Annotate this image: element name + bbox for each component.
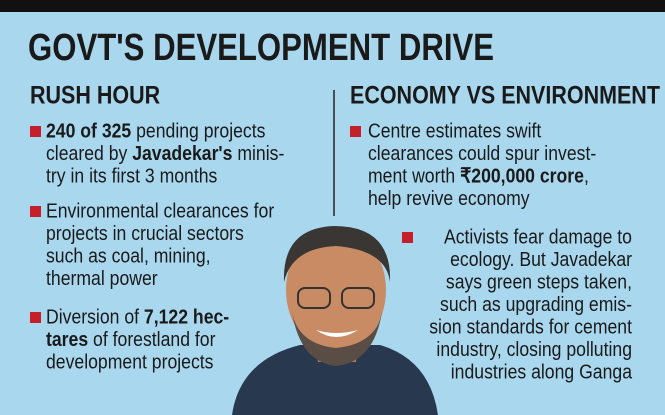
text: Diversion of (46, 306, 144, 329)
text: ment worth (368, 165, 460, 188)
bullet-line: thermal power (46, 268, 158, 291)
text: says green steps taken, (446, 271, 632, 294)
bullet-line: ment worth ₹200,000 crore, (368, 165, 589, 188)
face (286, 228, 386, 352)
bullet-square (30, 312, 41, 323)
bullet-line: help revive economy (368, 188, 530, 211)
text: clearances could spur invest- (368, 143, 596, 166)
bullet-square (30, 126, 41, 137)
glasses-left (297, 287, 331, 309)
bullet-square (402, 232, 413, 243)
portrait (232, 226, 438, 415)
text: try in its first 3 months (46, 165, 217, 188)
column-heading: RUSH HOUR (30, 81, 160, 109)
text: help revive economy (368, 188, 530, 211)
bullet-line: cleared by Javadekar's minis- (46, 143, 284, 166)
bullet-line: 240 of 325 pending projects (46, 120, 265, 143)
text: industry, closing polluting (436, 339, 632, 362)
bold-text: Javadekar's (132, 143, 232, 166)
beard (292, 312, 382, 366)
title: GOVT'S DEVELOPMENT DRIVE (28, 27, 494, 69)
text: Activists fear damage to (444, 226, 632, 249)
bullet-line: says green steps taken, (446, 271, 632, 294)
bullet-line: industries along Ganga (451, 361, 633, 384)
bullet-line: try in its first 3 months (46, 165, 217, 188)
bold-text: ₹200,000 crore (460, 165, 584, 188)
smile (316, 330, 358, 337)
text: sion standards for cement (429, 316, 632, 339)
bullet-line: development projects (46, 351, 214, 374)
text: pending projects (131, 120, 265, 143)
text: cleared by (46, 143, 132, 166)
bold-text: 7,122 hec- (144, 306, 229, 329)
text: Environmental clearances for (46, 200, 275, 223)
bullet-square (350, 126, 361, 137)
shirt (232, 345, 438, 415)
text: such as coal, mining, (46, 245, 211, 268)
text: minis- (232, 143, 284, 166)
bullet-line: sion standards for cement (429, 316, 632, 339)
bullet-line: Diversion of 7,122 hec- (46, 306, 229, 329)
bullet-line: such as upgrading emis- (440, 294, 632, 317)
bullet-line: Centre estimates swift (368, 120, 542, 143)
text: projects in crucial sectors (46, 223, 244, 246)
text: , (584, 165, 589, 188)
bullet-square (30, 206, 41, 217)
bold-text: tares (46, 329, 88, 352)
text: of forestland for (88, 329, 216, 352)
bullet-line: ecology. But Javadekar (450, 249, 632, 272)
bullet-line: projects in crucial sectors (46, 223, 244, 246)
column-heading: ECONOMY VS ENVIRONMENT (350, 81, 660, 109)
bullet-line: tares of forestland for (46, 329, 216, 352)
text: such as upgrading emis- (440, 294, 632, 317)
bold-text: 240 of 325 (46, 120, 132, 143)
hair (283, 226, 391, 282)
text: ecology. But Javadekar (450, 249, 632, 272)
text: industries along Ganga (451, 361, 633, 384)
text: Centre estimates swift (368, 120, 542, 143)
bullet-line: clearances could spur invest- (368, 143, 596, 166)
bullet-line: Activists fear damage to (444, 226, 632, 249)
bullet-line: Environmental clearances for (46, 200, 275, 223)
bullet-line: industry, closing polluting (436, 339, 632, 362)
text: development projects (46, 351, 214, 374)
top-bar (0, 0, 665, 12)
bullet-line: such as coal, mining, (46, 245, 211, 268)
text: thermal power (46, 268, 158, 291)
glasses-right (341, 287, 375, 309)
